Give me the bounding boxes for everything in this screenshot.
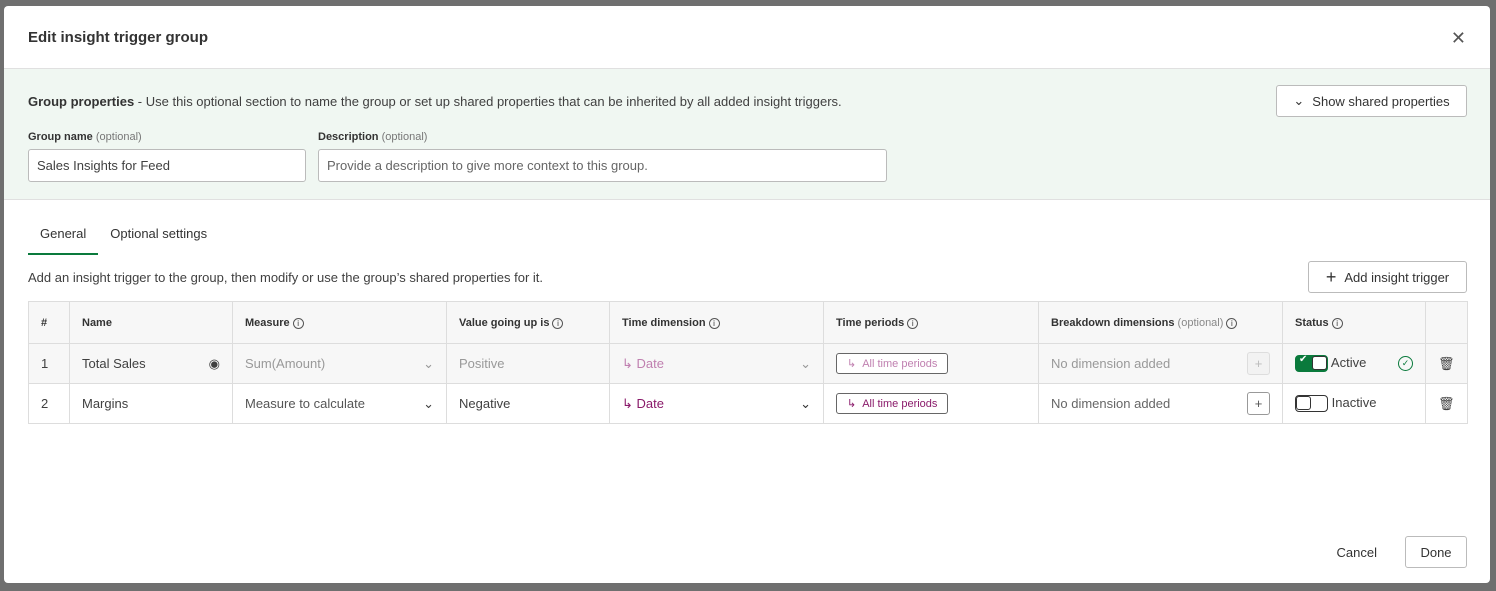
tab-optional-settings[interactable]: Optional settings — [110, 226, 208, 241]
check-circle-icon: ✓ — [1398, 356, 1413, 371]
info-icon: i — [552, 317, 564, 329]
tabs: General Optional settings — [28, 216, 219, 255]
col-time-dimension: Time dimension i — [609, 301, 824, 344]
group-properties-heading: Group properties — [28, 94, 135, 109]
info-icon: i — [1226, 317, 1238, 329]
measure-select[interactable]: Measure to calculate ⌄ — [245, 395, 434, 412]
time-periods-button[interactable]: ↳ All time periods — [836, 393, 949, 414]
col-name: Name — [69, 301, 233, 344]
table-row: 1 Total Sales ◉ Sum(Amount) ⌄ Positive ↳ D… — [28, 343, 1468, 384]
close-icon[interactable]: ✕ — [1450, 28, 1466, 48]
group-name-input[interactable]: Sales Insights for Feed — [28, 149, 306, 182]
plus-icon: + — [1325, 266, 1337, 287]
status-toggle[interactable] — [1295, 395, 1328, 413]
col-status: Status i — [1282, 301, 1426, 344]
info-icon: i — [907, 317, 919, 329]
instructions-text: Add an insight trigger to the group, the… — [28, 270, 544, 285]
col-actions — [1425, 301, 1468, 344]
col-breakdown: Breakdown dimensions (optional) i — [1038, 301, 1283, 344]
col-value: Value going up is i — [446, 301, 610, 344]
dialog-title: Edit insight trigger group — [28, 28, 208, 46]
info-icon: i — [292, 317, 304, 329]
row-number: 2 — [28, 383, 70, 424]
add-dimension-button[interactable]: + — [1247, 352, 1270, 375]
description-input[interactable]: Provide a description to give more conte… — [318, 149, 887, 182]
info-icon: i — [1331, 317, 1343, 329]
status-label: Active — [1330, 354, 1367, 370]
value-direction[interactable]: Positive — [446, 343, 610, 384]
time-dimension-select[interactable]: ↳ Date ⌄ — [622, 355, 811, 371]
chevron-down-icon: ⌄ — [800, 355, 811, 371]
add-insight-trigger-button[interactable]: + Add insight trigger — [1308, 261, 1467, 293]
time-periods-button[interactable]: ↳ All time periods — [836, 353, 949, 374]
dimension-arrow-icon: ↳ — [847, 398, 857, 410]
add-dimension-button[interactable]: + — [1247, 392, 1270, 415]
dimension-arrow-icon: ↳ — [622, 355, 633, 371]
tab-general[interactable]: General — [28, 216, 99, 255]
trash-icon[interactable]: 🗑 — [1438, 395, 1455, 411]
show-shared-properties-button[interactable]: ⌄ Show shared properties — [1276, 85, 1467, 117]
dimension-arrow-icon: ↳ — [622, 395, 633, 411]
info-icon: i — [708, 317, 720, 329]
eye-icon[interactable]: ◉ — [208, 355, 220, 371]
status-label: Inactive — [1331, 394, 1377, 410]
add-trigger-label: Add insight trigger — [1344, 269, 1450, 285]
col-num: # — [28, 301, 70, 344]
trigger-name: Margins — [69, 383, 233, 424]
group-properties-section: Group properties - Use this optional sec… — [4, 69, 1490, 200]
col-measure: Measure i — [232, 301, 447, 344]
table-row: 2 Margins Measure to calculate ⌄ Negative… — [28, 383, 1468, 424]
chevron-down-icon: ⌄ — [1293, 93, 1305, 108]
col-time-periods: Time periods i — [823, 301, 1039, 344]
triggers-table: # Name Measure i Value going up is i Time … — [28, 301, 1468, 424]
chevron-down-icon: ⌄ — [423, 395, 434, 411]
cancel-button[interactable]: Cancel — [1336, 544, 1377, 560]
trigger-name: Total Sales — [82, 356, 146, 371]
dimension-arrow-icon: ↳ — [847, 358, 857, 370]
description-label: Description (optional) — [318, 131, 428, 143]
chevron-down-icon: ⌄ — [423, 355, 434, 371]
group-properties-intro: - Use this optional section to name the … — [134, 94, 842, 109]
done-button[interactable]: Done — [1405, 536, 1467, 568]
trash-icon[interactable]: 🗑 — [1438, 355, 1455, 371]
edit-insight-trigger-group-dialog: Edit insight trigger group ✕ Group prope… — [4, 6, 1490, 583]
breakdown-value: No dimension added — [1051, 396, 1171, 411]
check-icon: ✔ — [1299, 354, 1308, 366]
value-direction[interactable]: Negative — [446, 383, 610, 424]
breakdown-value: No dimension added — [1051, 356, 1171, 371]
measure-select[interactable]: Sum(Amount) ⌄ — [245, 355, 434, 372]
time-dimension-select[interactable]: ↳ Date ⌄ — [622, 395, 811, 411]
status-toggle[interactable]: ✔ — [1295, 354, 1328, 373]
group-name-label: Group name (optional) — [28, 131, 142, 143]
row-number: 1 — [28, 343, 70, 384]
show-shared-label: Show shared properties — [1312, 93, 1450, 109]
chevron-down-icon: ⌄ — [800, 395, 811, 411]
